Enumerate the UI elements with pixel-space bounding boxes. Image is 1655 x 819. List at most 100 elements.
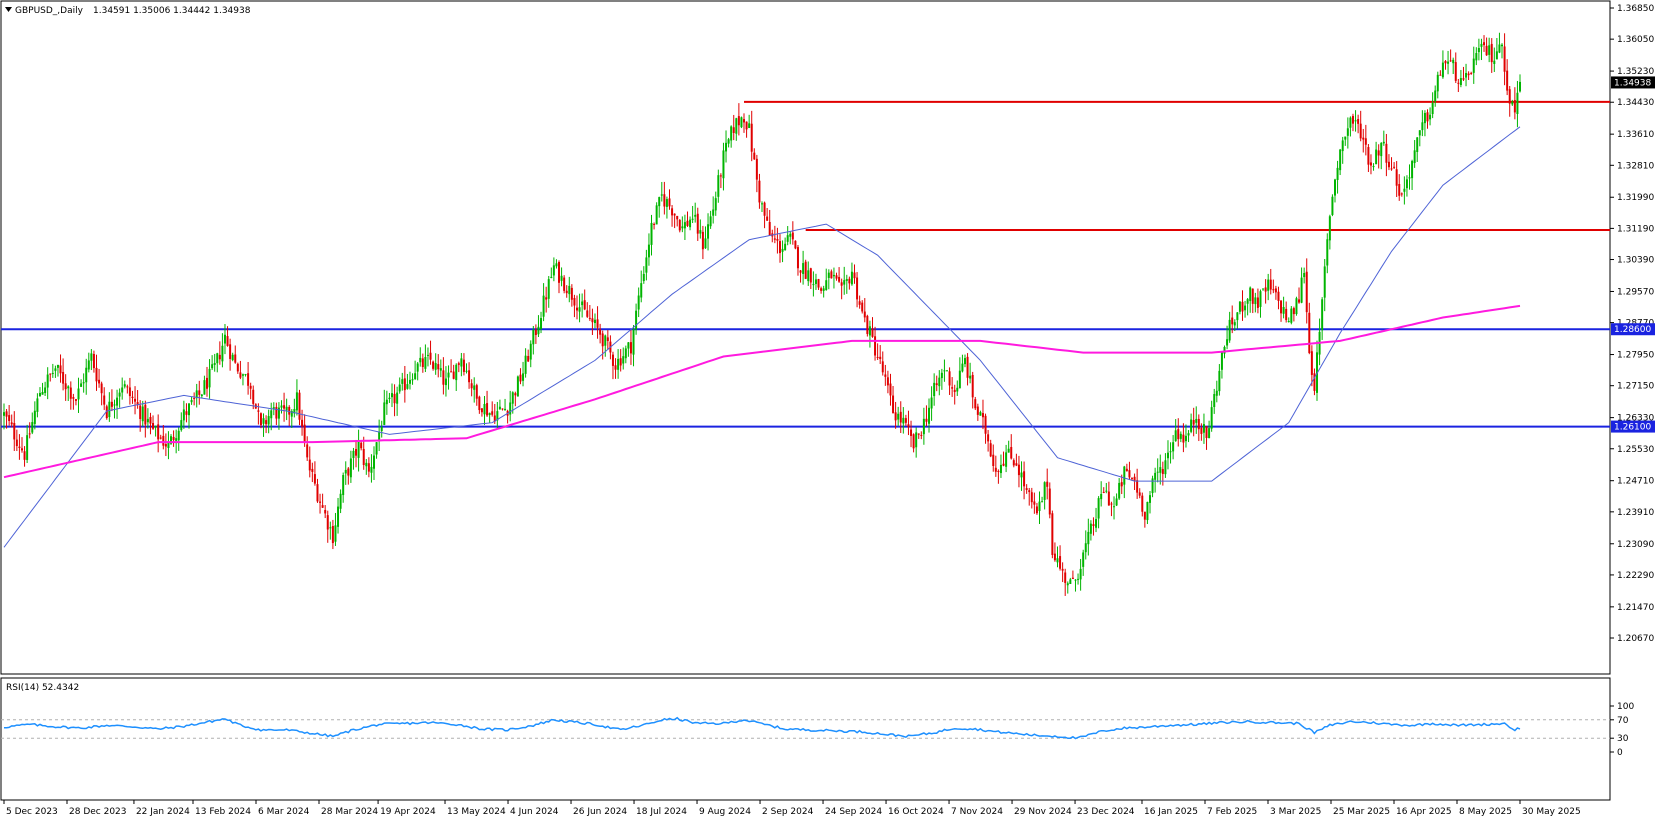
candle-body — [208, 368, 211, 388]
candle — [432, 360, 435, 371]
candle — [1005, 444, 1008, 473]
candle-body — [516, 376, 519, 397]
candle — [23, 446, 26, 467]
candle — [1089, 520, 1092, 541]
candle — [683, 214, 686, 241]
candle-body — [930, 397, 933, 409]
candle — [342, 472, 345, 503]
candle-body — [768, 221, 771, 236]
candle — [915, 427, 918, 458]
candle — [678, 219, 681, 233]
candle — [1434, 85, 1437, 107]
candle — [1123, 465, 1126, 499]
candle — [1357, 114, 1360, 134]
candle — [396, 386, 399, 416]
candle — [100, 381, 103, 406]
candle — [984, 413, 987, 444]
candle-body — [388, 397, 391, 399]
candle-body — [1179, 433, 1182, 439]
candle-body — [365, 462, 368, 467]
candle — [668, 189, 671, 210]
candle-body — [416, 363, 419, 372]
candle-body — [1133, 476, 1136, 482]
candle — [108, 392, 111, 422]
candle-body — [511, 392, 514, 404]
candle — [188, 402, 191, 429]
candle-body — [822, 288, 825, 291]
candle-body — [1233, 322, 1236, 326]
candle — [550, 267, 553, 279]
candle-body — [879, 356, 882, 360]
candle-body — [1398, 184, 1401, 196]
candle-body — [820, 288, 823, 291]
candle — [1056, 546, 1059, 568]
candle-body — [146, 418, 149, 423]
candle — [164, 433, 167, 457]
candle-body — [1195, 418, 1198, 423]
candle-body — [755, 158, 758, 180]
candle-body — [244, 374, 247, 376]
candle — [547, 276, 550, 308]
level-tag-bg — [1611, 420, 1655, 433]
candle — [324, 505, 327, 519]
candle — [398, 377, 401, 394]
candle — [352, 447, 355, 470]
candle — [249, 382, 252, 400]
price-tick-label: 1.22290 — [1617, 571, 1654, 581]
candle-body — [54, 368, 57, 371]
candle — [617, 349, 620, 379]
candle-body — [1262, 288, 1265, 290]
candle-body — [1172, 442, 1175, 452]
candle-body — [681, 226, 684, 229]
candle — [1444, 60, 1447, 70]
candle — [966, 353, 969, 386]
candle-body — [619, 358, 622, 366]
collapse-triangle-icon[interactable] — [5, 7, 12, 12]
candle-body — [167, 442, 170, 448]
candle — [809, 267, 812, 289]
candle-body — [1380, 142, 1383, 157]
candle — [298, 389, 301, 426]
candle — [501, 408, 504, 411]
candle — [154, 425, 157, 437]
candle-body — [886, 377, 889, 386]
candle-body — [948, 371, 951, 386]
candle-body — [848, 278, 851, 284]
candle-body — [1465, 73, 1468, 78]
candle-body — [393, 393, 396, 404]
candle-body — [493, 415, 496, 422]
candle-body — [1017, 464, 1020, 476]
time-tick-label: 16 Oct 2024 — [888, 807, 944, 817]
candle — [1033, 492, 1036, 514]
candle-body — [624, 348, 627, 359]
candle-body — [761, 203, 763, 205]
candle — [1177, 418, 1180, 447]
candle — [963, 354, 966, 368]
candle-body — [87, 360, 90, 370]
candle — [930, 386, 933, 421]
candle-body — [1369, 162, 1372, 166]
candle — [1459, 69, 1462, 88]
candle — [141, 400, 144, 427]
candle-body — [1141, 495, 1144, 512]
candle-body — [105, 406, 108, 419]
candle — [1133, 473, 1136, 491]
candle-body — [1115, 498, 1118, 506]
candle — [131, 390, 134, 404]
candle — [69, 381, 72, 410]
candle — [390, 383, 393, 408]
rsi-tick-label: 100 — [1617, 702, 1634, 712]
candle — [321, 493, 324, 508]
candle-body — [1166, 452, 1169, 459]
candle — [902, 407, 905, 434]
candle — [367, 457, 370, 478]
candle — [85, 358, 88, 395]
candle — [1007, 440, 1010, 453]
candle-body — [69, 387, 72, 399]
candle — [1077, 573, 1080, 585]
candle-body — [159, 437, 162, 439]
candle — [229, 338, 232, 371]
candle-body — [316, 484, 319, 502]
price-tick-label: 1.36050 — [1617, 35, 1654, 45]
candle — [46, 367, 49, 400]
